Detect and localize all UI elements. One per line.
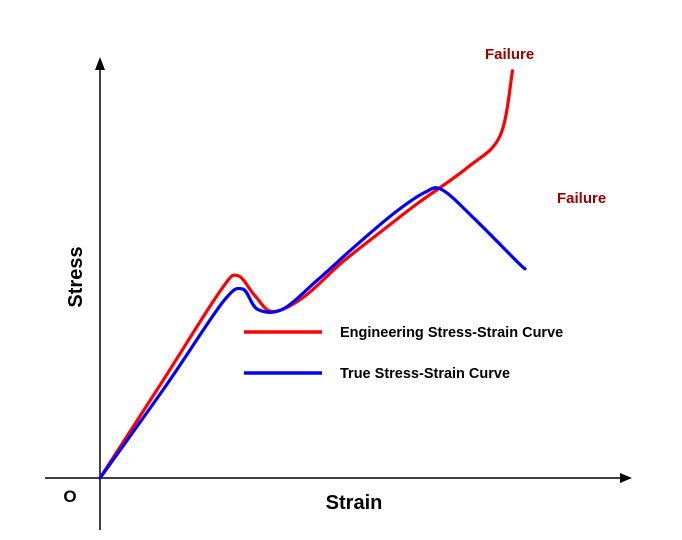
- engineering-stress-strain-line: [98, 69, 515, 480]
- legend-label-true: True Stress-Strain Curve: [340, 366, 510, 382]
- true-stress-strain-line: [98, 186, 527, 480]
- origin-label: O: [63, 487, 76, 506]
- legend-label-engineering: Engineering Stress-Strain Curve: [340, 325, 563, 341]
- curves: Failure Failure: [98, 46, 606, 480]
- x-axis-arrowhead: [620, 473, 632, 483]
- true-failure-label: Failure: [557, 190, 606, 207]
- y-axis-arrowhead: [95, 57, 105, 70]
- labels: Strain Stress O: [63, 246, 382, 514]
- y-axis-label: Stress: [65, 246, 87, 307]
- engineering-failure-label: Failure: [485, 46, 534, 63]
- x-axis-label: Strain: [326, 492, 383, 514]
- legend: Engineering Stress-Strain Curve True Stre…: [244, 325, 563, 382]
- axes: [45, 57, 632, 530]
